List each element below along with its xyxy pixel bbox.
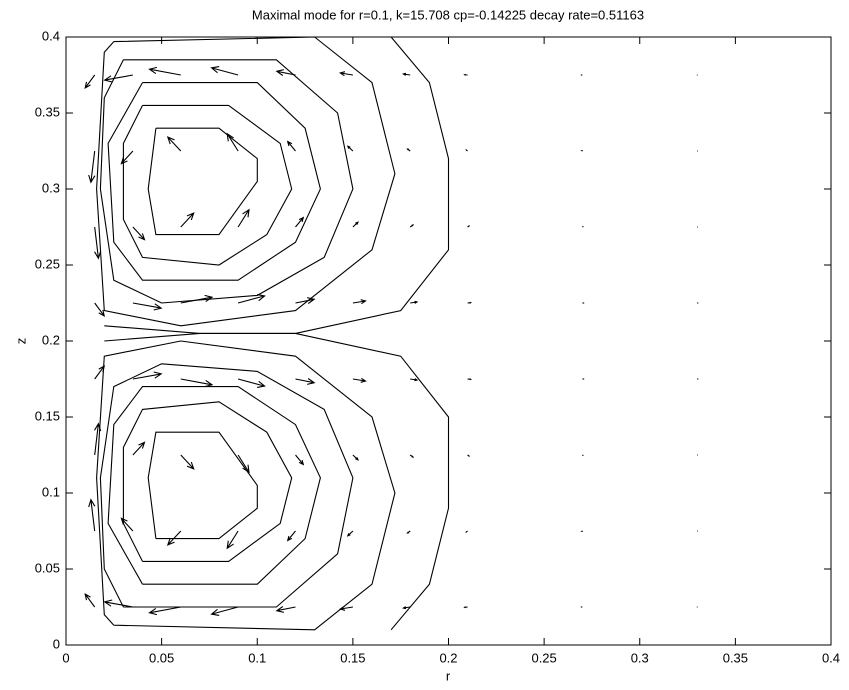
chart-title: Maximal mode for r=0.1, k=15.708 cp=-0.1… bbox=[252, 7, 644, 22]
x-tick-label: 0.15 bbox=[340, 650, 365, 665]
y-tick-label: 0.35 bbox=[35, 104, 60, 119]
y-tick-label: 0.25 bbox=[35, 256, 60, 271]
vector-arrow bbox=[468, 302, 471, 303]
y-tick-label: 0.05 bbox=[35, 560, 60, 575]
vector-arrow bbox=[465, 607, 468, 608]
x-tick-label: 0 bbox=[62, 650, 69, 665]
x-tick-label: 0.1 bbox=[248, 650, 266, 665]
x-tick-label: 0.25 bbox=[531, 650, 556, 665]
x-tick-label: 0.4 bbox=[822, 650, 840, 665]
x-axis-label: r bbox=[446, 668, 451, 683]
x-tick-label: 0.3 bbox=[631, 650, 649, 665]
y-tick-label: 0.4 bbox=[42, 28, 60, 43]
y-tick-label: 0.3 bbox=[42, 180, 60, 195]
x-tick-label: 0.35 bbox=[723, 650, 748, 665]
y-tick-label: 0.1 bbox=[42, 484, 60, 499]
vector-arrow bbox=[468, 379, 471, 380]
vector-arrow bbox=[465, 74, 468, 75]
y-tick-label: 0.15 bbox=[35, 408, 60, 423]
y-tick-label: 0 bbox=[53, 636, 60, 651]
y-axis-label: z bbox=[13, 338, 28, 345]
x-tick-label: 0.05 bbox=[149, 650, 174, 665]
x-tick-label: 0.2 bbox=[439, 650, 457, 665]
y-tick-label: 0.2 bbox=[42, 332, 60, 347]
